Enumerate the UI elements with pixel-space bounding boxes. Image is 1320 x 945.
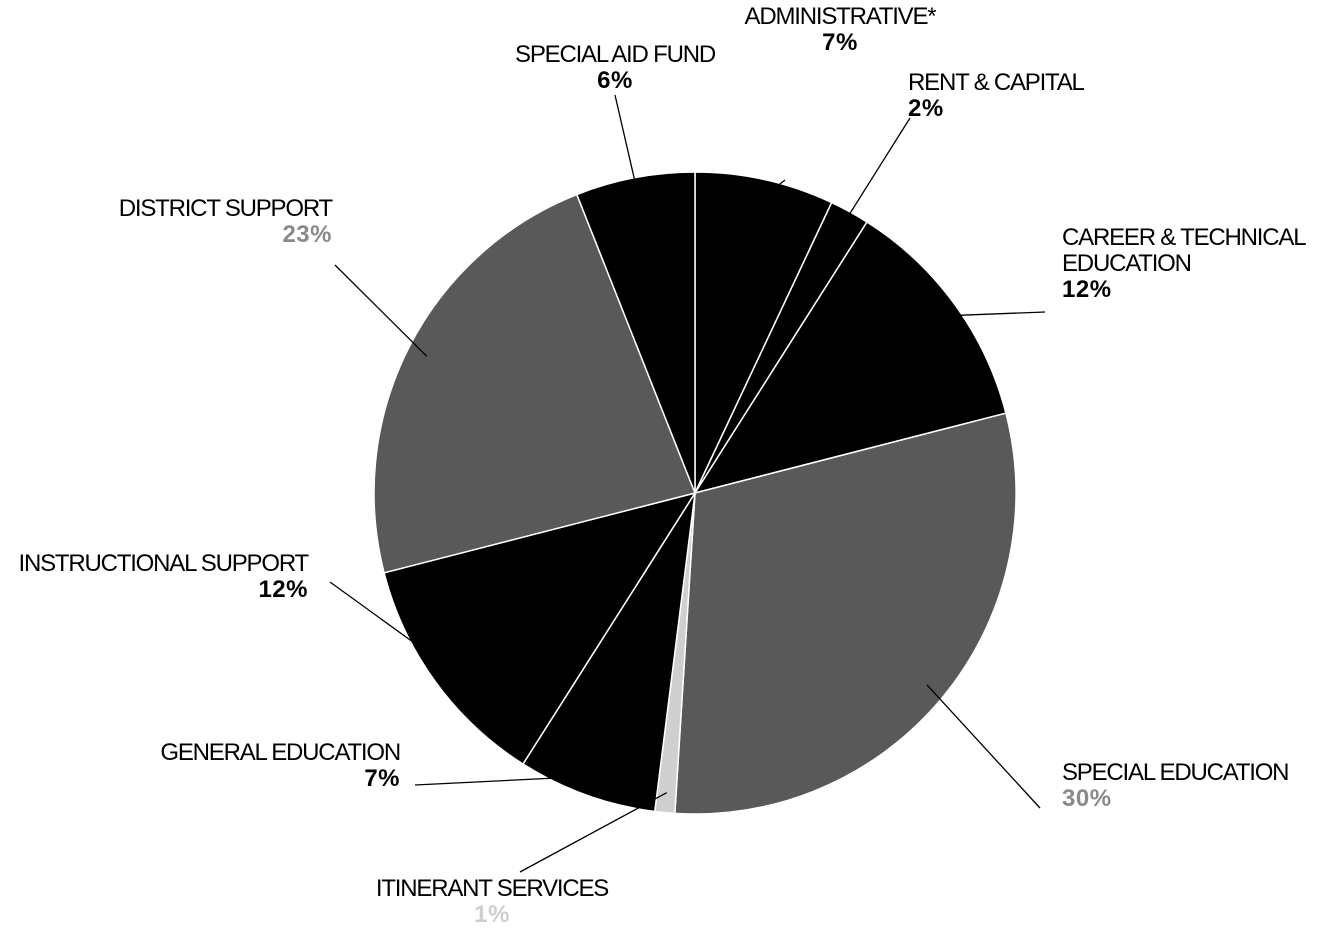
- category-label: SPECIAL AID FUND: [515, 41, 716, 68]
- leader-line: [414, 775, 594, 786]
- leader-line: [938, 311, 1046, 317]
- value-label: 1%: [474, 901, 510, 928]
- category-label: INSTRUCTIONAL SUPPORT: [18, 550, 309, 577]
- category-label: CAREER & TECHNICAL EDUCATION: [1062, 224, 1307, 277]
- slice-label: ADMINISTRATIVE* 7%: [640, 4, 1040, 56]
- category-label: RENT & CAPITAL: [908, 69, 1085, 96]
- slice-label: INSTRUCTIONAL SUPPORT 12%: [18, 550, 309, 603]
- slice-label: SPECIAL EDUCATION 30%: [1062, 759, 1290, 812]
- category-label: GENERAL EDUCATION: [160, 739, 401, 766]
- leader-line: [926, 684, 1041, 809]
- value-label: 7%: [364, 765, 400, 792]
- value-label: 12%: [1062, 276, 1112, 303]
- category-label: DISTRICT SUPPORT: [118, 195, 333, 222]
- slice-label: RENT & CAPITAL 2%: [908, 69, 1085, 122]
- category-label: ITINERANT SERVICES: [375, 875, 609, 902]
- pie-slice: [521, 492, 696, 813]
- value-label: 7%: [822, 29, 858, 56]
- pie-slice: [674, 412, 1017, 815]
- value-label: 6%: [597, 67, 633, 94]
- value-label: 30%: [1062, 785, 1112, 812]
- value-label: 12%: [258, 576, 308, 603]
- slice-label: GENERAL EDUCATION 7%: [160, 739, 401, 792]
- slice-label: CAREER & TECHNICAL EDUCATION 12%: [1062, 224, 1307, 303]
- leader-line: [334, 264, 428, 357]
- category-label: ADMINISTRATIVE*: [744, 3, 937, 30]
- pie-slice: [694, 171, 833, 494]
- leader-line: [839, 117, 911, 230]
- category-label: SPECIAL EDUCATION: [1062, 759, 1290, 786]
- pie-slice: [373, 193, 697, 574]
- leader-line: [614, 94, 640, 198]
- leader-line: [760, 179, 786, 200]
- pie-slice: [693, 220, 1007, 495]
- slice-label: ITINERANT SERVICES 1%: [292, 876, 692, 928]
- leader-line: [519, 792, 667, 873]
- leader-line: [329, 581, 452, 671]
- value-label: 23%: [282, 221, 332, 248]
- value-label: 2%: [908, 95, 944, 122]
- slice-label: SPECIAL AID FUND 6%: [415, 42, 815, 94]
- pie-slice: [575, 171, 696, 494]
- pie-slice: [383, 491, 697, 766]
- slice-label: DISTRICT SUPPORT 23%: [118, 195, 333, 248]
